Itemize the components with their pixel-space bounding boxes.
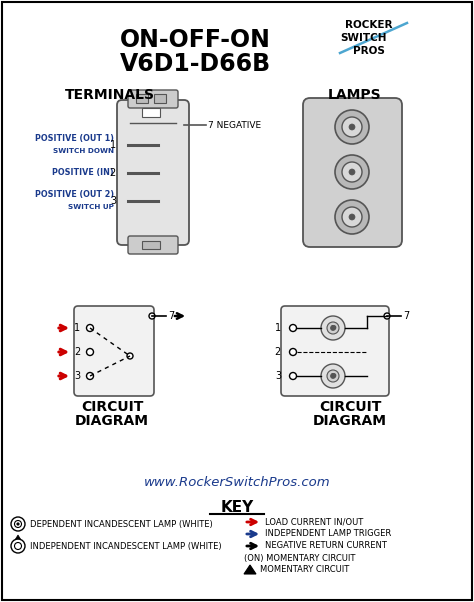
Circle shape bbox=[330, 326, 336, 330]
Text: (ON) MOMENTARY CIRCUIT: (ON) MOMENTARY CIRCUIT bbox=[244, 553, 356, 562]
Circle shape bbox=[17, 523, 19, 525]
Text: www.RockerSwitchPros.com: www.RockerSwitchPros.com bbox=[144, 476, 330, 489]
Polygon shape bbox=[16, 535, 20, 539]
Text: SWITCH UP: SWITCH UP bbox=[68, 204, 114, 210]
Circle shape bbox=[327, 370, 339, 382]
Text: POSITIVE (OUT 2): POSITIVE (OUT 2) bbox=[35, 190, 114, 199]
Polygon shape bbox=[244, 565, 256, 574]
Text: 2: 2 bbox=[275, 347, 281, 357]
Circle shape bbox=[15, 521, 21, 527]
Circle shape bbox=[11, 517, 25, 531]
Circle shape bbox=[321, 316, 345, 340]
Circle shape bbox=[335, 200, 369, 234]
Text: ON-OFF-ON: ON-OFF-ON bbox=[119, 28, 271, 52]
Text: 7: 7 bbox=[168, 311, 174, 321]
Bar bbox=[142, 108, 160, 117]
Circle shape bbox=[321, 364, 345, 388]
Text: ROCKER: ROCKER bbox=[345, 20, 392, 30]
FancyBboxPatch shape bbox=[117, 100, 189, 245]
Text: LAMPS: LAMPS bbox=[328, 88, 382, 102]
Text: INDEPENDENT INCANDESCENT LAMP (WHITE): INDEPENDENT INCANDESCENT LAMP (WHITE) bbox=[30, 542, 222, 550]
Circle shape bbox=[86, 324, 93, 332]
Circle shape bbox=[149, 313, 155, 319]
Circle shape bbox=[342, 162, 362, 182]
Circle shape bbox=[384, 313, 390, 319]
Text: MOMENTARY CIRCUIT: MOMENTARY CIRCUIT bbox=[260, 565, 349, 574]
Text: 1: 1 bbox=[275, 323, 281, 333]
FancyBboxPatch shape bbox=[281, 306, 389, 396]
Text: TERMINALS: TERMINALS bbox=[65, 88, 155, 102]
Text: 1: 1 bbox=[74, 323, 80, 333]
Circle shape bbox=[15, 542, 21, 550]
Text: 3: 3 bbox=[110, 196, 116, 206]
Circle shape bbox=[335, 155, 369, 189]
Circle shape bbox=[342, 117, 362, 137]
Text: D: D bbox=[330, 373, 336, 379]
Circle shape bbox=[327, 322, 339, 334]
Text: SWITCH: SWITCH bbox=[340, 33, 386, 43]
Text: PROS: PROS bbox=[353, 46, 385, 56]
Text: NEGATIVE RETURN CURRENT: NEGATIVE RETURN CURRENT bbox=[265, 542, 387, 550]
Text: INDEPENDENT LAMP TRIGGER: INDEPENDENT LAMP TRIGGER bbox=[265, 530, 391, 539]
Text: DIAGRAM: DIAGRAM bbox=[313, 414, 387, 428]
Text: LOAD CURRENT IN/OUT: LOAD CURRENT IN/OUT bbox=[265, 518, 363, 527]
Text: 7 NEGATIVE: 7 NEGATIVE bbox=[208, 120, 261, 129]
Circle shape bbox=[127, 353, 133, 359]
Text: D: D bbox=[330, 325, 336, 331]
Text: SWITCH DOWN: SWITCH DOWN bbox=[53, 148, 114, 154]
FancyBboxPatch shape bbox=[128, 90, 178, 108]
Circle shape bbox=[330, 373, 336, 379]
Text: CIRCUIT: CIRCUIT bbox=[81, 400, 143, 414]
FancyBboxPatch shape bbox=[303, 98, 402, 247]
Text: KEY: KEY bbox=[220, 500, 254, 515]
Text: 3: 3 bbox=[74, 371, 80, 381]
FancyBboxPatch shape bbox=[74, 306, 154, 396]
Text: DIAGRAM: DIAGRAM bbox=[75, 414, 149, 428]
Circle shape bbox=[290, 349, 297, 356]
Text: 3: 3 bbox=[275, 371, 281, 381]
Circle shape bbox=[86, 349, 93, 356]
Text: 2: 2 bbox=[110, 168, 116, 178]
Circle shape bbox=[11, 539, 25, 553]
Bar bbox=[154, 94, 166, 103]
Circle shape bbox=[290, 324, 297, 332]
Circle shape bbox=[86, 373, 93, 379]
Circle shape bbox=[335, 110, 369, 144]
Text: 2: 2 bbox=[74, 347, 80, 357]
Circle shape bbox=[290, 373, 297, 379]
Circle shape bbox=[349, 124, 355, 130]
Text: 1: 1 bbox=[110, 140, 116, 150]
Text: 7: 7 bbox=[403, 311, 409, 321]
Text: CIRCUIT: CIRCUIT bbox=[319, 400, 381, 414]
Bar bbox=[142, 241, 160, 249]
Text: DEPENDENT INCANDESCENT LAMP (WHITE): DEPENDENT INCANDESCENT LAMP (WHITE) bbox=[30, 520, 213, 529]
Bar bbox=[136, 94, 148, 103]
Circle shape bbox=[342, 207, 362, 227]
Circle shape bbox=[349, 214, 355, 220]
Text: POSITIVE (OUT 1): POSITIVE (OUT 1) bbox=[35, 134, 114, 143]
Text: POSITIVE (IN): POSITIVE (IN) bbox=[52, 169, 114, 178]
FancyBboxPatch shape bbox=[128, 236, 178, 254]
Circle shape bbox=[349, 169, 355, 175]
Text: V6D1-D66B: V6D1-D66B bbox=[119, 52, 271, 76]
